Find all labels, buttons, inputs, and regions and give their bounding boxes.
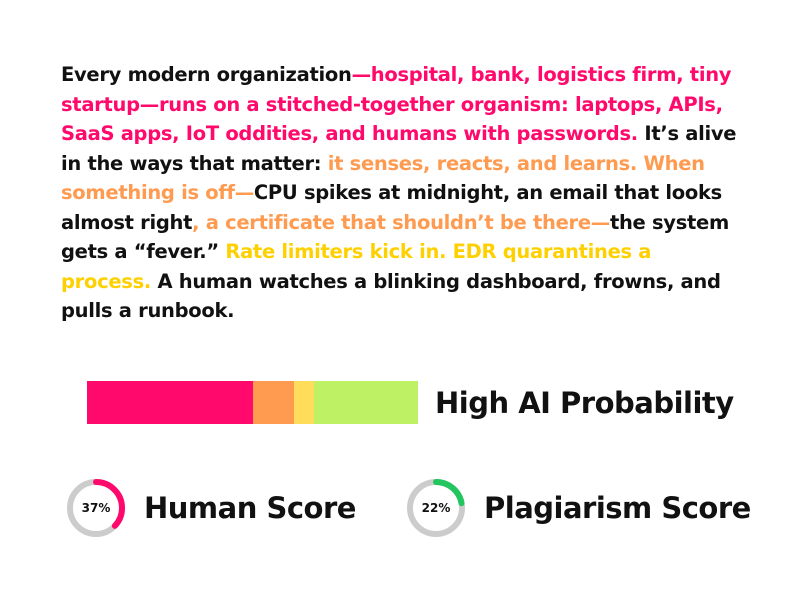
passage-segment: the system gets a “fever.” [61, 210, 729, 264]
human-score: 37% Human Score [66, 478, 356, 538]
plagiarism-score-label: Plagiarism Score [484, 491, 751, 525]
human-score-ring: 37% [66, 478, 126, 538]
plagiarism-score-value: 22% [421, 501, 451, 515]
human-score-value: 37% [81, 501, 111, 515]
plagiarism-score-ring: 22% [406, 478, 466, 538]
passage-segment: Rate limiters kick in. EDR quarantines a… [61, 240, 652, 293]
passage-segment: A human watches a blinking dashboard, fr… [61, 269, 721, 323]
analyzed-passage: Every modern organization—hospital, bank… [61, 60, 741, 326]
ai-probability-meter [87, 381, 418, 424]
passage-segment: it senses, reacts, and learns. When some… [61, 151, 705, 205]
passage-segment: —hospital, bank, logistics firm, tiny st… [61, 63, 732, 145]
plagiarism-score-arc [407, 479, 465, 537]
ai-meter-segment [293, 381, 314, 424]
ai-verdict-label: High AI Probability [435, 386, 734, 420]
human-score-label: Human Score [144, 491, 356, 525]
passage-segment: Every modern organization [61, 63, 352, 86]
plagiarism-score: 22% Plagiarism Score [406, 478, 751, 538]
passage-segment: CPU spikes at midnight, an email that lo… [61, 181, 722, 234]
human-score-arc [67, 479, 125, 537]
ai-meter-segment [87, 381, 253, 424]
ai-meter-segment [313, 381, 418, 424]
ai-meter-segment [252, 381, 294, 424]
passage-segment: It’s alive in the ways that matter: [61, 122, 737, 175]
passage-segment: , a certificate that shouldn’t be there— [192, 210, 610, 234]
